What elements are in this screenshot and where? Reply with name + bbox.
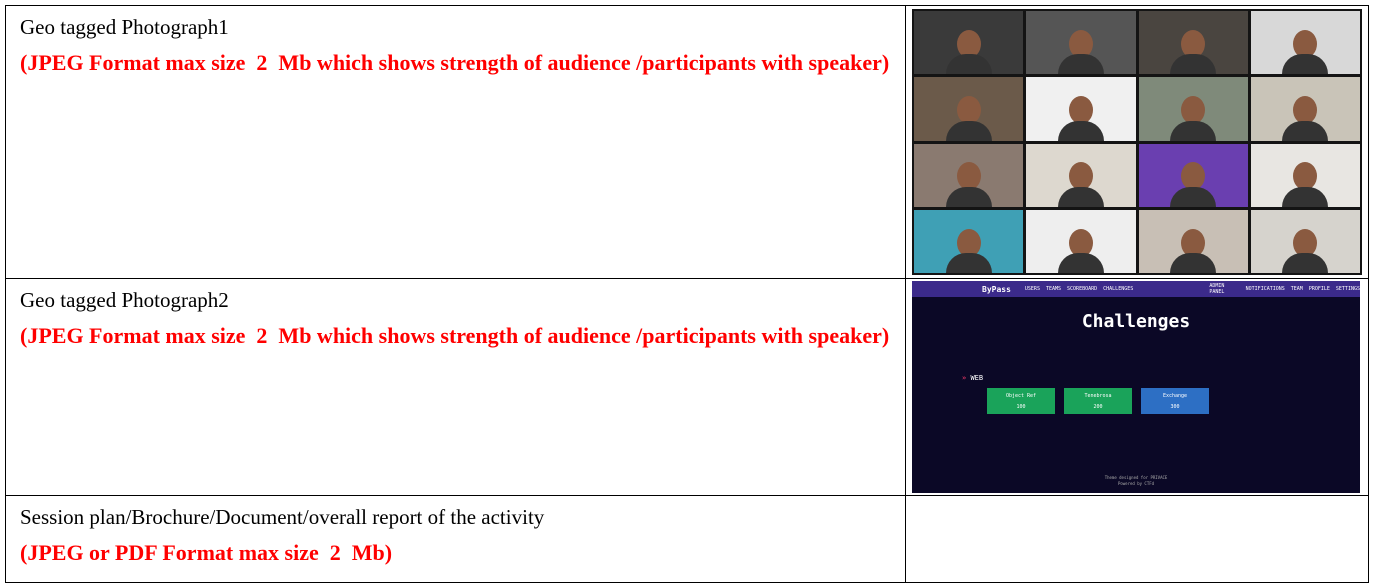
person (946, 253, 992, 273)
person (1170, 54, 1216, 74)
nav-bar: ByPass USERS TEAMS SCOREBOARD CHALLENGES… (912, 281, 1360, 297)
card-points: 200 (1064, 404, 1132, 410)
person (1170, 253, 1216, 273)
video-tile (1139, 11, 1248, 74)
nav-item: PROFILE (1309, 286, 1330, 292)
person (1058, 121, 1104, 141)
video-tile (1251, 77, 1360, 140)
cell: Session plan/Brochure/Document/overall r… (6, 496, 906, 583)
person (1170, 187, 1216, 207)
person (1170, 121, 1216, 141)
category-label: WEB (970, 374, 983, 382)
row-note: (JPEG Format max size 2 Mb which shows s… (20, 44, 893, 81)
row-label: Geo tagged Photograph2 (20, 283, 893, 317)
category: » WEB (962, 374, 983, 382)
video-tile (1251, 144, 1360, 207)
row-label: Session plan/Brochure/Document/overall r… (20, 500, 893, 534)
nav-item: TEAM (1291, 286, 1303, 292)
video-tile (914, 144, 1023, 207)
challenge-card: Object Ref 100 (987, 388, 1055, 414)
row-label: Geo tagged Photograph1 (20, 10, 893, 44)
video-tile (914, 11, 1023, 74)
video-call-photo (912, 9, 1362, 275)
video-tile (1139, 77, 1248, 140)
card-name: Object Ref (987, 393, 1055, 399)
person (946, 54, 992, 74)
page: Geo tagged Photograph1(JPEG Format max s… (0, 0, 1374, 585)
nav-item: SCOREBOARD (1067, 286, 1097, 292)
person (1282, 187, 1328, 207)
card-points: 300 (1141, 404, 1209, 410)
nav-item: USERS (1025, 286, 1040, 292)
video-tile (1139, 144, 1248, 207)
person (1282, 253, 1328, 273)
nav-item: NOTIFICATIONS (1246, 286, 1285, 292)
brand: ByPass (982, 285, 1011, 294)
nav-item: TEAMS (1046, 286, 1061, 292)
video-tile (1026, 11, 1135, 74)
footer-line: Powered by CTFd (912, 481, 1360, 487)
challenge-card: Tenebrosa 200 (1064, 388, 1132, 414)
video-tile (914, 77, 1023, 140)
person (946, 187, 992, 207)
cell: Geo tagged Photograph1(JPEG Format max s… (6, 6, 906, 279)
heading: Challenges (912, 311, 1360, 332)
row-note: (JPEG or PDF Format max size 2 Mb) (20, 534, 893, 571)
video-tile (1139, 210, 1248, 273)
nav-item: SETTINGS (1336, 286, 1360, 292)
cell (906, 496, 1369, 583)
video-tile (914, 210, 1023, 273)
nav-item: CHALLENGES (1103, 286, 1133, 292)
person (1058, 54, 1104, 74)
video-tile (1251, 210, 1360, 273)
nav-item: ADMIN PANEL (1209, 283, 1239, 295)
challenge-card: Exchange 300 (1141, 388, 1209, 414)
person (1282, 121, 1328, 141)
person (1058, 253, 1104, 273)
card-name: Exchange (1141, 393, 1209, 399)
cell (906, 6, 1369, 279)
video-tile (1251, 11, 1360, 74)
card-name: Tenebrosa (1064, 393, 1132, 399)
person (1282, 54, 1328, 74)
cell: ByPass USERS TEAMS SCOREBOARD CHALLENGES… (906, 279, 1369, 496)
ctf-screenshot: ByPass USERS TEAMS SCOREBOARD CHALLENGES… (912, 281, 1360, 493)
cell: Geo tagged Photograph2(JPEG Format max s… (6, 279, 906, 496)
form-table: Geo tagged Photograph1(JPEG Format max s… (5, 5, 1369, 583)
video-tile (1026, 210, 1135, 273)
person (946, 121, 992, 141)
video-tile (1026, 77, 1135, 140)
row-note: (JPEG Format max size 2 Mb which shows s… (20, 317, 893, 354)
video-tile (1026, 144, 1135, 207)
card-points: 100 (987, 404, 1055, 410)
person (1058, 187, 1104, 207)
